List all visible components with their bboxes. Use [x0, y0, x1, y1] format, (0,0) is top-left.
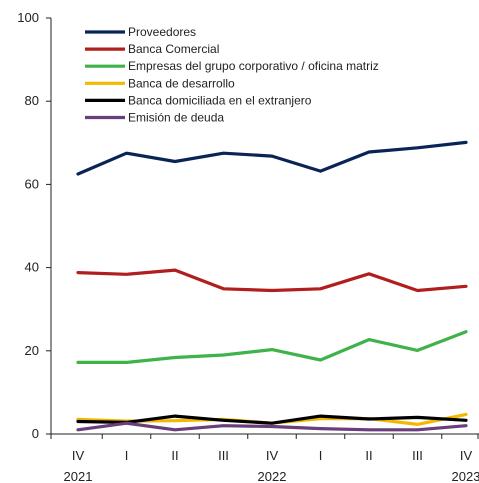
legend-label: Banca Comercial	[128, 42, 219, 56]
x-year-label: 2021	[64, 469, 93, 483]
legend-label: Banca de desarrollo	[128, 76, 235, 90]
x-tick-label: III	[412, 448, 423, 463]
x-tick-label: III	[218, 448, 229, 463]
legend-label: Banca domiciliada en el extranjero	[128, 93, 312, 107]
x-year-label: 2023	[452, 469, 479, 483]
y-tick-label: 60	[25, 176, 39, 191]
x-tick-label: II	[365, 448, 372, 463]
series-line-1	[76, 268, 468, 293]
y-axis: 0 20 40 60 80 100	[17, 10, 52, 441]
series-line-2	[76, 330, 468, 364]
y-tick-label: 0	[32, 426, 39, 441]
series-line-4	[76, 414, 468, 425]
legend-label: Emisión de deuda	[128, 111, 224, 125]
y-tick-label: 80	[25, 93, 39, 108]
series-line-5	[76, 421, 468, 432]
legend-label: Empresas del grupo corporativo / oficina…	[128, 59, 379, 73]
x-year-label: 2022	[258, 469, 287, 483]
series-line-0	[76, 140, 468, 176]
x-tick-label: IV	[266, 448, 279, 463]
x-tick-label: II	[171, 448, 178, 463]
x-tick-label: IV	[460, 448, 473, 463]
y-tick-label: 100	[17, 10, 39, 25]
series-lines	[76, 140, 468, 432]
legend: Proveedores Banca Comercial Empresas del g…	[85, 25, 379, 125]
x-tick-label: I	[125, 448, 129, 463]
x-tick-label: I	[319, 448, 323, 463]
y-tick-label: 40	[25, 260, 39, 275]
y-tick-label: 20	[25, 343, 39, 358]
x-tick-label: IV	[72, 448, 85, 463]
legend-label: Proveedores	[128, 25, 196, 39]
